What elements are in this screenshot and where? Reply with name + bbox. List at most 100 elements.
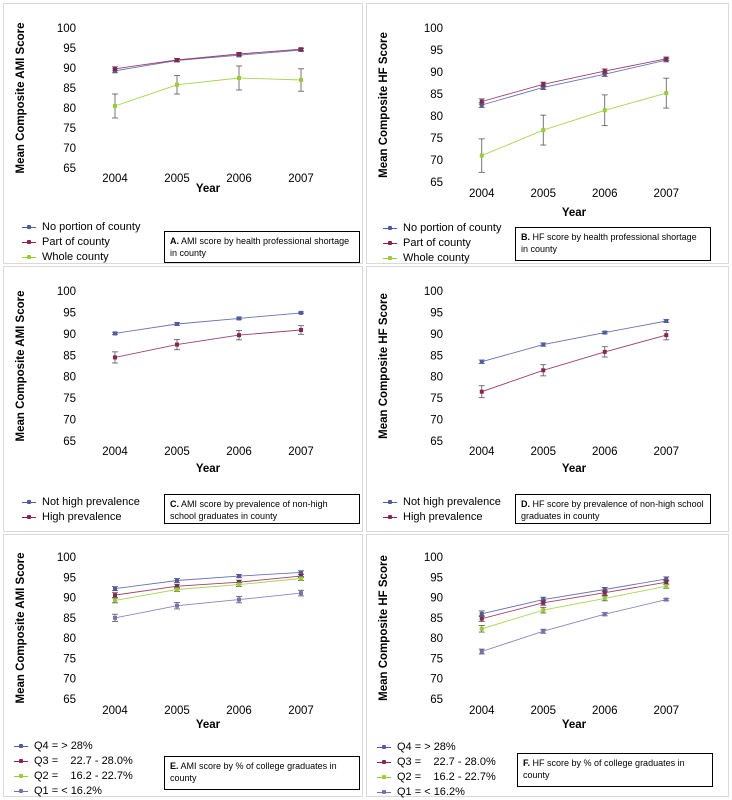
data-point: [299, 591, 303, 596]
series-line: [114, 48, 302, 70]
series-3: [112, 576, 304, 604]
y-tick-label: 85: [63, 350, 76, 362]
caption-f-text: HF score by % of college graduates in co…: [523, 758, 685, 780]
x-axis-title: Year: [196, 719, 221, 731]
y-tick-label: 85: [63, 613, 76, 625]
y-tick-label: 75: [63, 393, 76, 405]
data-point: [237, 582, 241, 587]
legend-swatch: [377, 743, 391, 752]
legend-label: Q1 = < 16.2%: [34, 785, 102, 797]
legend-item: Whole county: [383, 251, 501, 266]
data-point: [479, 626, 484, 631]
caption-b-text: HF score by health professional shortage…: [521, 232, 697, 254]
legend-f: Q4 = > 28% Q3 = 22.7 - 28.0% Q2 = 16.2 - 2…: [377, 740, 496, 800]
series-line: [481, 585, 667, 630]
y-tick-label: 80: [63, 372, 76, 384]
series-1: [112, 48, 304, 74]
y-axis-title: Mean Composite HF Score: [378, 293, 390, 439]
caption-a-letter: A.: [170, 236, 179, 246]
series-2: [478, 56, 670, 105]
data-point: [299, 328, 303, 332]
legend-label: High prevalence: [42, 511, 122, 523]
legend-e: Q4 = > 28% Q3 = 22.7 - 28.0% Q2 = 16.2 - 2…: [14, 739, 133, 799]
y-tick-label: 100: [57, 552, 76, 564]
legend-d: Not high prevalence High prevalence: [383, 495, 501, 525]
caption-f-letter: F.: [523, 758, 531, 768]
y-tick-label: 85: [430, 613, 443, 625]
data-point: [479, 649, 484, 654]
data-point: [175, 578, 179, 583]
y-tick-label: 80: [63, 633, 76, 645]
series-line: [481, 92, 667, 157]
series-line: [114, 571, 302, 590]
legend-swatch: [22, 223, 36, 232]
x-tick-label: 2007: [288, 173, 314, 185]
chart-panel-e: 65 70 75 80 85 90 95 100 2004 2005 2006 2007 Year Mea…: [3, 534, 363, 797]
data-point: [113, 104, 117, 108]
legend-item: Q2 = 16.2 - 22.7%: [377, 770, 496, 785]
legend-label: Not high prevalence: [42, 496, 140, 508]
data-point: [113, 593, 117, 598]
x-tick-label: 2007: [653, 446, 679, 458]
y-tick-label: 70: [430, 674, 443, 686]
data-point: [113, 66, 117, 71]
data-point: [237, 574, 241, 579]
series-line: [481, 59, 667, 106]
legend-item: Part of county: [22, 235, 140, 250]
y-tick-label: 95: [63, 307, 76, 319]
legend-swatch: [14, 772, 28, 781]
y-tick-label: 85: [430, 350, 443, 362]
legend-swatch: [383, 254, 397, 263]
legend-label: No portion of county: [403, 222, 502, 234]
chart-panel-a: 65 70 75 80 85 90 95 100 2004 2005 2006 2007 Year Mea…: [3, 3, 363, 264]
legend-swatch: [14, 757, 28, 766]
series-line: [114, 575, 302, 596]
caption-c-letter: C.: [170, 499, 179, 509]
legend-item: Not high prevalence: [22, 495, 140, 510]
y-tick-label: 65: [430, 436, 443, 448]
data-point: [479, 616, 484, 621]
legend-swatch: [377, 758, 391, 767]
y-axis-title: Mean Composite HF Score: [378, 555, 390, 701]
legend-item: No portion of county: [383, 221, 501, 236]
legend-swatch: [383, 239, 397, 248]
y-axis-title: Mean Composite AMI Score: [15, 290, 27, 441]
y-tick-label: 80: [63, 103, 76, 115]
data-point: [602, 108, 607, 113]
caption-e-letter: E.: [170, 761, 179, 771]
series-2: [478, 579, 670, 622]
y-tick-label: 65: [63, 694, 76, 706]
data-point: [541, 128, 546, 133]
caption-e: E. AMI score by % of college graduates i…: [164, 756, 360, 790]
chart-panel-b: 65 70 75 80 85 90 95 100 2004 2005 2006 2007 Year Mea…: [366, 3, 729, 264]
data-point: [602, 612, 607, 617]
x-tick-label: 2005: [164, 446, 190, 458]
chart-f-plot: 65 70 75 80 85 90 95 100 2004 2005 2006 2007 Year Mea…: [378, 552, 679, 731]
x-tick-label: 2006: [592, 705, 618, 717]
legend-label: Not high prevalence: [403, 496, 501, 508]
caption-e-text: AMI score by % of college graduates in c…: [170, 761, 337, 783]
legend-a: No portion of county Part of county Whole …: [22, 220, 140, 265]
legend-item: Q4 = > 28%: [377, 740, 496, 755]
x-tick-label: 2006: [226, 446, 252, 458]
legend-swatch: [383, 513, 397, 522]
y-tick-label: 90: [430, 67, 443, 79]
y-axis-title: Mean Composite AMI Score: [15, 22, 27, 173]
data-point: [602, 587, 607, 592]
x-tick-label: 2006: [592, 188, 618, 200]
caption-d: D. HF score by prevalence of non-high sc…: [515, 494, 711, 524]
data-point: [479, 389, 484, 394]
data-point: [113, 598, 117, 603]
data-point: [479, 99, 484, 104]
x-tick-label: 2006: [226, 173, 252, 185]
series-line: [114, 592, 302, 619]
series-line: [481, 320, 667, 363]
series-1: [478, 576, 670, 618]
data-point: [664, 319, 669, 323]
data-point: [541, 342, 546, 347]
legend-item: Q3 = 22.7 - 28.0%: [14, 754, 133, 769]
x-axis-title: Year: [196, 183, 221, 195]
legend-item: Q2 = 16.2 - 22.7%: [14, 769, 133, 784]
legend-label: Q4 = > 28%: [34, 740, 93, 752]
x-tick-label: 2005: [164, 705, 190, 717]
